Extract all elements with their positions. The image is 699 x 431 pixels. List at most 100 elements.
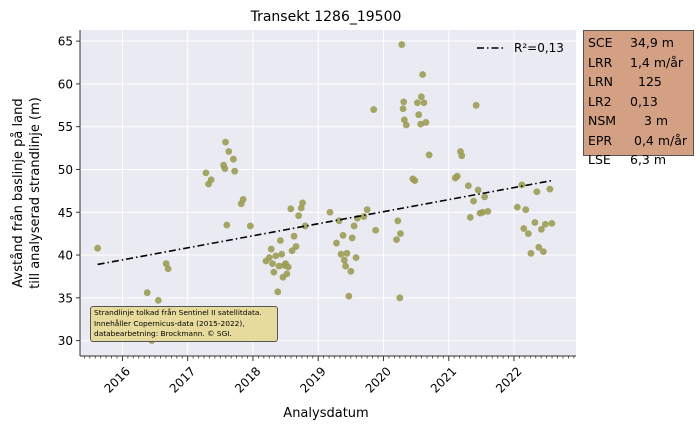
data-point [533, 188, 541, 196]
data-point [417, 120, 425, 128]
data-point [340, 256, 348, 264]
data-point [350, 222, 358, 230]
data-point [370, 106, 378, 113]
data-point [415, 111, 423, 119]
x-tick-label: 2017 [167, 364, 198, 395]
data-point [522, 206, 530, 214]
x-tick-label: 2019 [297, 364, 328, 395]
data-point [223, 221, 231, 229]
data-point [278, 250, 286, 258]
data-point [360, 213, 368, 220]
stat-value: 1,4 m/år [630, 54, 684, 70]
data-point [372, 226, 380, 234]
data-point [225, 148, 233, 155]
data-point [472, 101, 480, 109]
data-point [162, 260, 170, 267]
stat-label: LSE [588, 152, 611, 168]
data-point [292, 243, 300, 250]
data-point [221, 165, 229, 173]
data-point [420, 99, 428, 107]
data-point [474, 186, 482, 194]
legend-label: R²=0,13 [514, 41, 564, 55]
data-point [453, 172, 461, 180]
stat-value: 34,9 m [630, 35, 674, 51]
data-point [402, 121, 410, 129]
data-point [425, 151, 433, 159]
grid-lines [80, 30, 576, 356]
data-point [411, 177, 419, 184]
data-point [481, 193, 489, 201]
data-point [470, 197, 477, 205]
data-point [535, 243, 543, 251]
data-point [548, 219, 556, 227]
data-point [419, 71, 427, 78]
data-point [164, 265, 172, 273]
data-point [520, 225, 528, 232]
stat-row-lse: LSE 6,3 m [588, 150, 689, 170]
y-tick-label: 50 [58, 163, 73, 177]
stat-value: 0,4 m/år [634, 132, 688, 148]
data-point [458, 152, 466, 160]
data-point [539, 248, 547, 256]
note-line-1: Strandlinje tolkad från Sentinel II sate… [94, 308, 262, 317]
data-point [342, 262, 350, 270]
data-point [513, 203, 521, 211]
note-line-3: databearbetning: Brockmann. © SGI. [94, 329, 232, 338]
data-point [339, 231, 347, 239]
data-point [398, 41, 406, 48]
data-point [154, 296, 162, 304]
data-point [466, 213, 474, 221]
y-tick-label: 60 [58, 77, 73, 91]
data-point [337, 250, 345, 258]
data-point [267, 245, 275, 253]
data-point [422, 119, 430, 126]
stat-value: 125 [638, 74, 662, 90]
x-axis-label: Analysdatum [283, 406, 368, 421]
stat-value: 0,13 [630, 93, 658, 109]
data-point [229, 155, 237, 163]
x-tick-label: 2020 [363, 364, 394, 395]
y-tick-label: 30 [58, 334, 73, 348]
data-point [222, 138, 229, 146]
y-tick-label: 40 [58, 249, 73, 263]
data-point [546, 185, 554, 193]
data-point [272, 252, 280, 260]
x-tick-label: 2021 [428, 364, 459, 395]
data-marks [94, 41, 556, 344]
data-point [347, 267, 355, 275]
y-axis-label-line1: Avstånd från baslinje på land [11, 98, 26, 287]
trend-line [97, 179, 552, 266]
x-tick-label: 2016 [102, 364, 133, 395]
data-point [94, 244, 102, 252]
data-point [284, 263, 292, 271]
stat-label: NSM [588, 113, 617, 129]
data-point [269, 260, 276, 267]
stat-label: LR2 [588, 93, 612, 109]
data-point [143, 289, 151, 297]
data-point [464, 182, 472, 190]
data-point [274, 288, 282, 296]
data-point [345, 292, 353, 300]
data-point [527, 249, 535, 257]
y-tick-label: 35 [58, 291, 73, 305]
data-point [348, 234, 356, 242]
data-point [531, 219, 539, 226]
data-point [352, 254, 360, 262]
data-point [541, 220, 549, 228]
stat-label: LRN [588, 74, 613, 90]
y-tick-label: 65 [58, 35, 73, 49]
data-point [207, 176, 215, 184]
stat-row-sce: SCE 34,9 m [588, 33, 689, 53]
data-point [414, 99, 421, 107]
data-point [297, 204, 305, 212]
data-point [275, 262, 283, 270]
data-point [231, 167, 239, 175]
data-point [202, 169, 210, 177]
legend: R²=0,13 [477, 41, 564, 55]
y-axis-label-line2: till analyserad strandlinje (m) [28, 97, 43, 289]
data-point [283, 270, 291, 278]
data-point [538, 225, 545, 233]
stat-label: SCE [588, 35, 613, 51]
data-point [343, 249, 351, 257]
